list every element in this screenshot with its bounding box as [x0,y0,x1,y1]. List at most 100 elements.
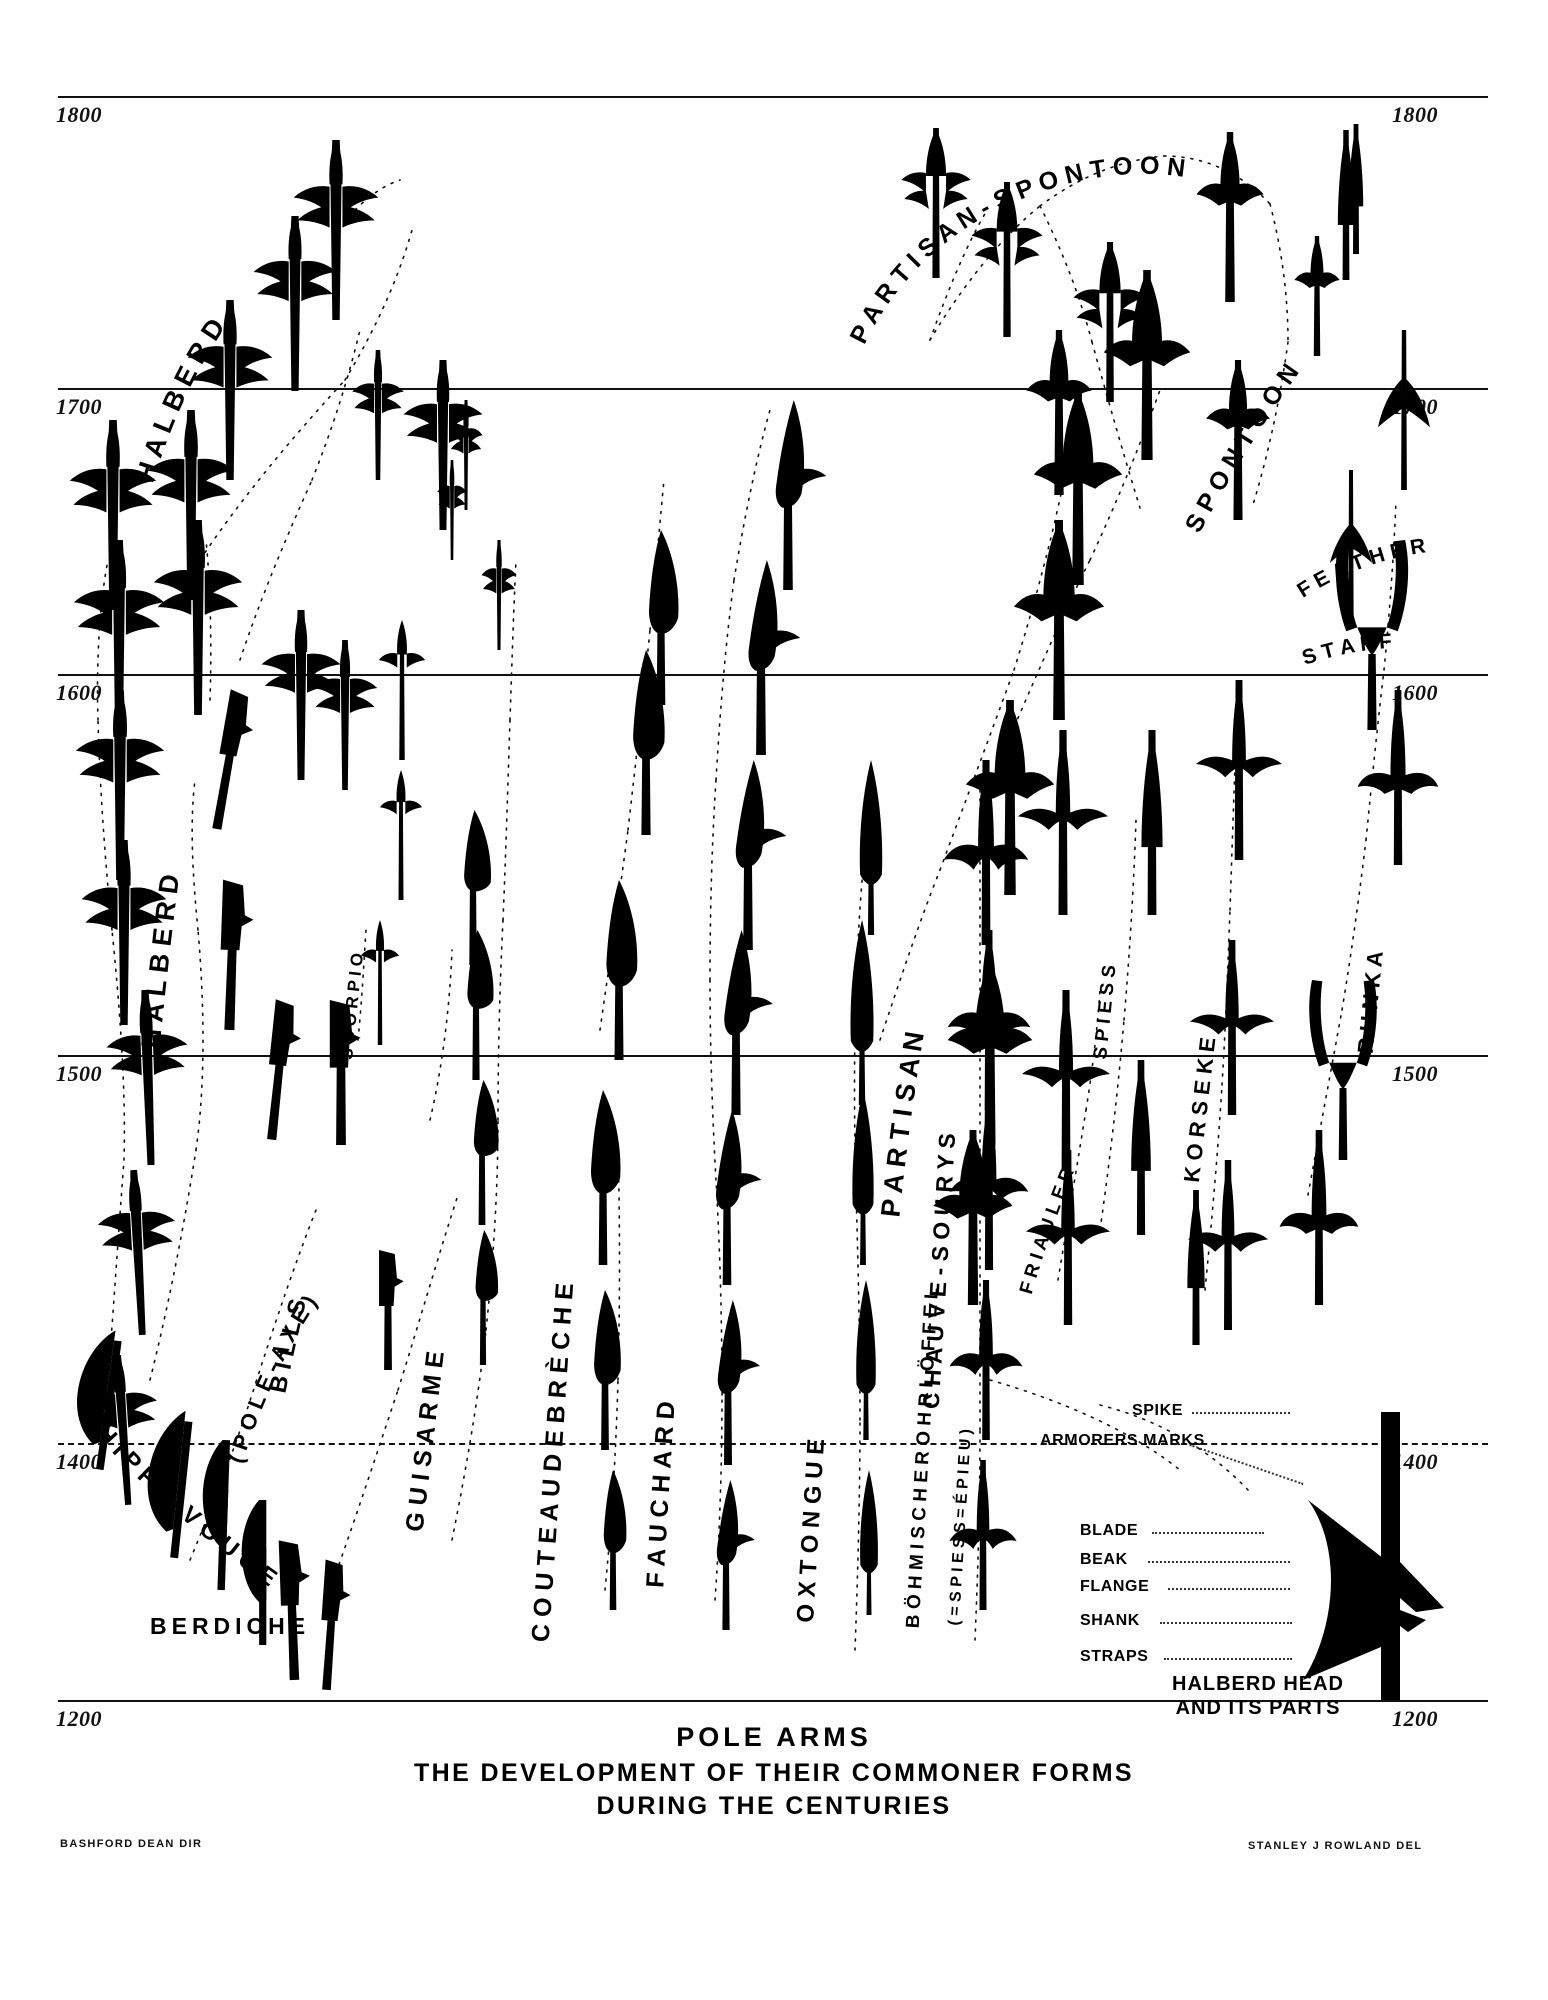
legend-label-blade: BLADE [1080,1522,1139,1539]
weapon-silhouette-vouge [183,1439,262,1591]
legend-caption-line-1: HALBERD HEAD [1172,1673,1344,1695]
legend-label-flange: FLANGE [1080,1578,1150,1595]
weapon-silhouette-glaive [452,1230,514,1365]
weapon-silhouette-bill [296,1558,367,1692]
year-label-left-1600: 1600 [56,680,102,705]
weapon-silhouette-spiess [1108,730,1196,915]
weapon-silhouette-halberd [184,300,276,480]
weapon-silhouette-staff2 [1368,330,1440,490]
legend-halberd-head: SPIKE ARMORERS MARKS BLADE BEAK FLANGE S… [1040,1370,1500,1700]
weapon-silhouette-oxtongue [822,920,902,1105]
year-label-right-1800: 1800 [1392,102,1438,127]
year-label-left-1500: 1500 [56,1061,102,1086]
year-label-left-1400: 1400 [56,1449,102,1474]
weapon-silhouette-halberd [250,216,340,391]
weapon-silhouette-fauchard [740,400,836,590]
weapon-silhouette-scorpion [352,920,408,1045]
year-label-right-1200: 1200 [1392,1706,1438,1731]
weapon-silhouette-partisan [1100,270,1194,460]
century-rule-1400 [58,1443,1488,1445]
legend-leader-straps [1164,1658,1292,1660]
legend-label-beak: BEAK [1080,1551,1128,1568]
legend-leader-shank [1160,1622,1292,1624]
legend-label-armorers-marks: ARMORERS MARKS [1040,1432,1205,1449]
weapon-silhouette-plume [1072,242,1148,402]
weapon-silhouette-chauve [942,760,1030,945]
weapon-silhouette-bill [193,879,270,1031]
weapon-silhouette-berdiche [60,1315,156,1474]
year-label-left-1200: 1200 [56,1706,102,1731]
arc-label-ox-tongue-text: O X T O N G U E [792,1438,830,1623]
legend-leader-beak [1148,1561,1290,1563]
year-label-left-1700: 1700 [56,394,102,419]
arc-label-bohmischer-ohrloffel-text: B Ö H M I S C H E R O H R L Ö F F E L [903,1287,943,1629]
weapon-silhouette-couteau [618,530,704,705]
weapon-silhouette-korseke [1196,680,1282,860]
weapon-silhouette-fauchard [712,560,810,755]
weapon-silhouette-spontoon [1200,360,1276,520]
weapon-silhouette-bill [239,997,319,1143]
weapon-silhouette-fauchard [688,1300,768,1465]
century-rule-1200 [58,1700,1488,1702]
weapon-silhouette-halberd [92,1168,185,1337]
weapon-silhouette-bill [306,1000,376,1145]
weapon-silhouette-spiess [1160,1190,1232,1345]
legend-label-straps: STRAPS [1080,1648,1149,1665]
credit-delineator: STANLEY J ROWLAND DEL [1248,1840,1423,1852]
weapon-silhouette-forkA [1300,980,1386,1160]
weapon-silhouette-berdiche [132,1396,228,1561]
weapon-silhouette-halberd [101,989,195,1167]
weapon-silhouette-chauve [948,1280,1024,1440]
weapon-silhouette-halberd [350,350,406,480]
arc-label-ox-tongue: O X T O N G U E [792,1438,830,1623]
weapon-silhouette-halberd [258,610,344,780]
weapon-silhouette-chauve [948,1460,1018,1610]
weapon-silhouette-spiess [1312,130,1380,280]
weapon-silhouette-halberd [480,540,518,650]
title-block: POLE ARMS THE DEVELOPMENT OF THEIR COMMO… [0,1722,1548,1821]
credit-director: BASHFORD DEAN DIR [60,1838,203,1850]
weapon-silhouette-korseke [1190,940,1274,1115]
weapon-silhouette-spontoon [1190,132,1270,302]
arc-label-fauchard-text: F A U C H A R D [641,1400,680,1588]
weapon-silhouette-bill [256,1539,329,1681]
weapon-silhouette-halberd [144,410,238,600]
weapon-silhouette-fauchard [684,1110,770,1285]
weapon-silhouette-scorpion [370,770,432,900]
weapon-silhouette-couteau [574,880,664,1060]
weapon-silhouette-korseke [1018,730,1108,915]
weapon-silhouette-oxtongue [838,1470,900,1615]
weapon-silhouette-fauchard [690,1480,762,1630]
weapon-silhouette-halberd [436,460,468,560]
weapon-silhouette-glaive [448,1080,516,1225]
weapon-silhouette-couteau [566,1290,644,1450]
weapon-silhouette-fauchard [690,930,782,1115]
page-subtitle-line-2: DURING THE CENTURIES [596,1792,952,1820]
weapon-silhouette-chauve [946,930,1032,1110]
halberd-head-diagram-icon [1303,1412,1444,1700]
century-rule-1600 [58,674,1488,676]
weapon-silhouette-halberd [310,640,380,790]
weapon-silhouette-couteau [560,1090,646,1265]
weapon-silhouette-fauchard [700,760,796,950]
weapon-silhouette-halberd [448,400,484,510]
arc-label-bills: B I L L S [265,1296,312,1395]
legend-caption-line-2: AND ITS PARTS [1175,1697,1341,1720]
year-label-left-1800: 1800 [56,102,102,127]
legend-leader-spike [1192,1412,1290,1414]
weapon-silhouette-oxtongue [832,1280,900,1440]
weapon-silhouette-runka [1278,1130,1360,1305]
century-rule-1500 [58,1055,1488,1057]
weapon-silhouette-plume [970,182,1044,337]
arc-label-fauchard: F A U C H A R D [641,1400,680,1588]
weapon-silhouette-korseke [1188,1160,1268,1330]
weapon-silhouette-korseke [1026,1150,1110,1325]
weapon-silhouette-scorpion [368,620,436,760]
century-rule-1800 [58,96,1488,98]
weapon-silhouette-oxtongue [832,760,910,935]
weapon-silhouette-spontoon [1290,236,1344,356]
weapon-silhouette-plume [900,128,972,278]
year-label-right-1500: 1500 [1392,1061,1438,1086]
weapon-silhouette-couteau [580,1470,646,1610]
